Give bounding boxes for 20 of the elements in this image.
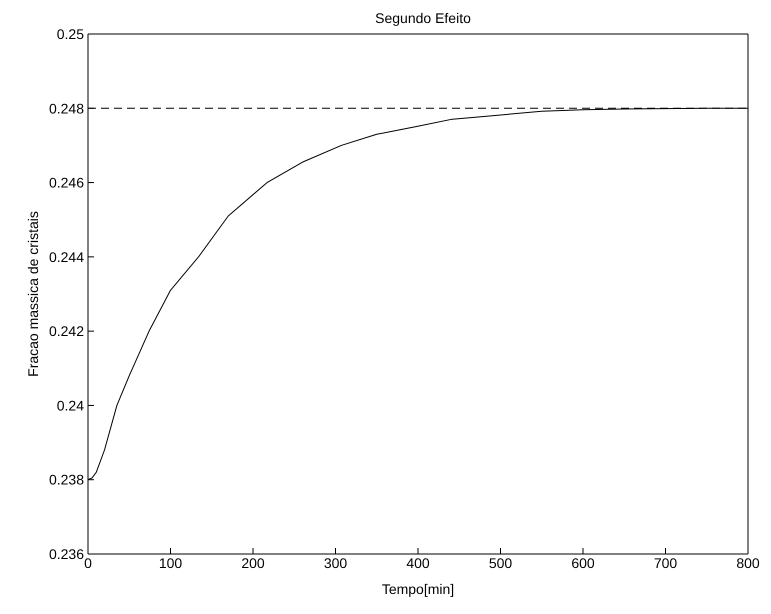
- y-tick-label: 0.236: [48, 546, 84, 562]
- x-tick-label: 400: [406, 554, 430, 571]
- y-tick-label: 0.246: [48, 174, 84, 191]
- x-tick-label: 0: [84, 554, 92, 571]
- y-tick-label: 0.24: [56, 397, 84, 414]
- chart-title: Segundo Efeito: [374, 10, 472, 26]
- y-axis-title: Fracao massica de cristais: [24, 211, 41, 377]
- x-tick-label: 100: [158, 554, 182, 571]
- x-axis-title: Tempo[min]: [382, 580, 454, 597]
- y-tick-label: 0.242: [48, 323, 84, 340]
- y-tick-label: 0.244: [48, 248, 84, 265]
- x-tick-label: 700: [654, 554, 678, 571]
- y-tick-label: 0.25: [56, 26, 84, 42]
- y-tick-label: 0.248: [48, 100, 84, 116]
- y-tick-label: 0.238: [48, 472, 84, 488]
- x-tick-label: 200: [241, 554, 265, 571]
- x-tick-label: 300: [324, 554, 348, 571]
- x-tick-label: 500: [488, 554, 512, 571]
- x-tick-label: 800: [736, 554, 760, 571]
- x-tick-label: 600: [571, 554, 595, 571]
